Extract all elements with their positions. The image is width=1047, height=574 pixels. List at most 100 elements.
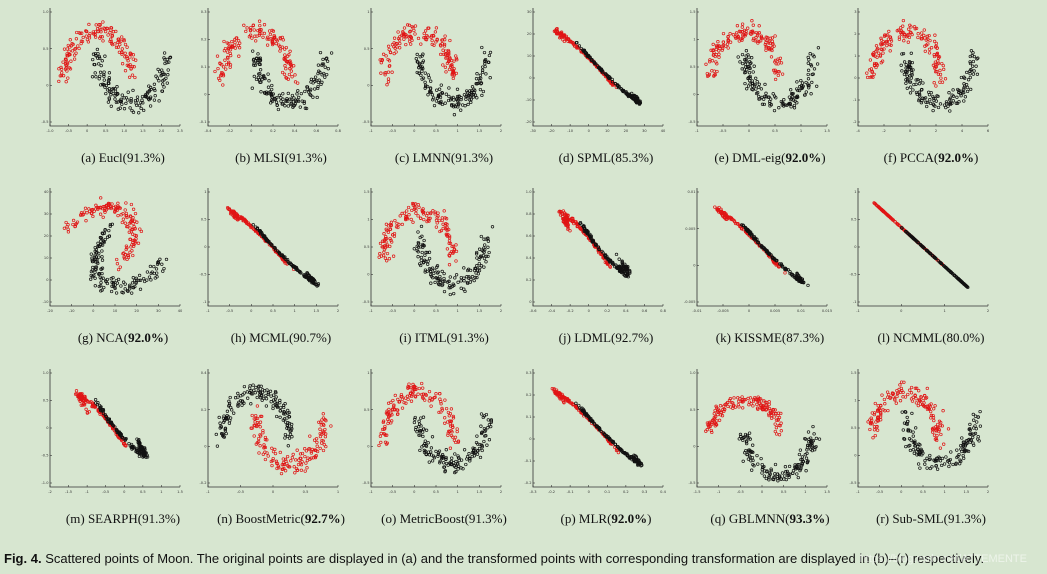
data-point bbox=[402, 37, 406, 41]
data-point bbox=[751, 23, 755, 27]
data-point bbox=[90, 211, 94, 215]
data-point bbox=[228, 48, 233, 52]
data-point bbox=[90, 259, 95, 264]
data-point bbox=[473, 275, 477, 280]
data-point bbox=[126, 224, 130, 229]
data-point bbox=[78, 395, 83, 400]
data-point bbox=[962, 86, 966, 90]
data-point bbox=[465, 89, 469, 93]
data-point bbox=[90, 75, 95, 79]
data-point bbox=[484, 254, 488, 258]
data-point bbox=[908, 30, 912, 34]
data-point bbox=[420, 234, 424, 238]
data-point bbox=[790, 272, 795, 277]
data-point bbox=[408, 30, 412, 34]
data-point bbox=[475, 256, 479, 260]
y-tick-label: 1 bbox=[854, 54, 856, 58]
data-point bbox=[900, 69, 904, 73]
data-point bbox=[125, 224, 129, 229]
data-point bbox=[607, 76, 611, 80]
data-point bbox=[305, 87, 310, 91]
data-point bbox=[100, 258, 105, 262]
data-point bbox=[593, 243, 598, 247]
data-point bbox=[92, 255, 97, 259]
x-tick-label: 0 bbox=[92, 309, 95, 313]
data-point bbox=[423, 29, 428, 33]
data-point bbox=[278, 409, 282, 413]
data-point bbox=[73, 46, 78, 51]
subfigure-label: (c) bbox=[394, 150, 413, 165]
data-point bbox=[808, 52, 812, 56]
data-point bbox=[140, 451, 145, 456]
x-tick-label: -0.5 bbox=[389, 129, 396, 133]
subfigure-label: (i) bbox=[399, 330, 415, 345]
x-tick-label: -20 bbox=[47, 309, 54, 313]
data-point bbox=[740, 223, 744, 227]
data-point bbox=[467, 276, 471, 280]
data-point bbox=[113, 89, 118, 93]
data-point bbox=[128, 106, 132, 110]
data-point bbox=[65, 47, 69, 51]
data-point bbox=[780, 101, 785, 105]
x-tick-label: 6 bbox=[987, 129, 990, 133]
data-point bbox=[262, 31, 267, 36]
data-point bbox=[905, 70, 909, 74]
data-point bbox=[69, 59, 73, 63]
data-point bbox=[949, 270, 953, 274]
series-red bbox=[73, 389, 128, 448]
data-point bbox=[269, 394, 273, 398]
data-point bbox=[162, 85, 166, 89]
data-point bbox=[413, 24, 418, 28]
data-point bbox=[106, 100, 111, 104]
series-black bbox=[412, 412, 494, 475]
data-point bbox=[712, 69, 716, 73]
data-point bbox=[573, 43, 577, 48]
data-point bbox=[94, 260, 98, 264]
data-point bbox=[214, 432, 218, 437]
data-point bbox=[403, 396, 408, 400]
data-point bbox=[764, 250, 769, 254]
data-point bbox=[447, 263, 452, 267]
data-point bbox=[447, 58, 451, 62]
scatter-panel-itml: -1 -0.5 0 0.5 1 1.5 2 1.5 1 0.5 0 -0.5 (i) ITML(91.3… bbox=[362, 186, 525, 356]
subfigure-label: (f) bbox=[883, 150, 900, 165]
data-point bbox=[396, 30, 400, 34]
x-tick-label: -0.6 bbox=[529, 309, 537, 313]
data-point bbox=[429, 210, 433, 215]
accuracy-close-paren: ) bbox=[819, 330, 825, 345]
data-point bbox=[413, 206, 417, 210]
data-point bbox=[806, 77, 811, 81]
data-point bbox=[454, 470, 458, 474]
data-point bbox=[77, 46, 81, 51]
data-point bbox=[443, 101, 447, 105]
data-point bbox=[729, 217, 734, 222]
data-point bbox=[165, 60, 169, 65]
data-point bbox=[762, 102, 766, 107]
data-point bbox=[445, 247, 450, 251]
data-point bbox=[115, 262, 120, 266]
data-point bbox=[127, 285, 132, 289]
data-point bbox=[428, 86, 433, 90]
data-point bbox=[129, 99, 133, 103]
data-point bbox=[383, 71, 387, 75]
data-point bbox=[127, 441, 131, 446]
data-point bbox=[865, 75, 870, 80]
data-point bbox=[789, 88, 793, 92]
data-point bbox=[100, 231, 104, 235]
data-point bbox=[382, 239, 386, 244]
data-point bbox=[87, 22, 91, 27]
data-point bbox=[462, 448, 467, 452]
data-point bbox=[119, 284, 123, 288]
data-point bbox=[806, 55, 810, 60]
data-point bbox=[288, 97, 292, 101]
data-point bbox=[235, 217, 239, 221]
series-black bbox=[414, 45, 493, 117]
data-point bbox=[134, 234, 139, 238]
data-point bbox=[422, 260, 426, 264]
data-point bbox=[74, 37, 79, 41]
data-point bbox=[475, 72, 479, 76]
data-point bbox=[489, 424, 493, 429]
data-point bbox=[385, 259, 389, 263]
data-point bbox=[103, 85, 107, 89]
